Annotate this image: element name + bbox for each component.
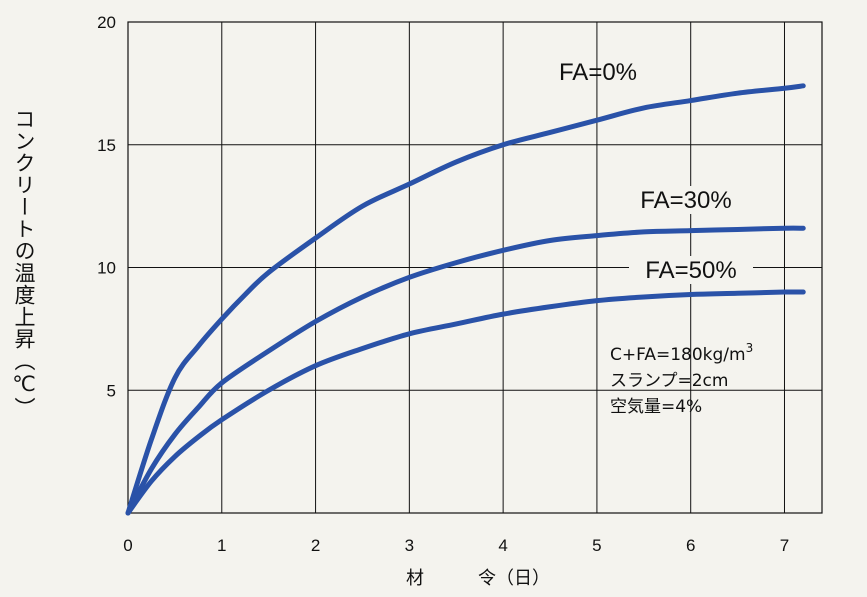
x-tick-label: 6 (686, 536, 695, 555)
x-tick-label: 0 (123, 536, 132, 555)
series-label-3: FA=50% (645, 257, 736, 284)
y-axis-title: コンクリートの温度上昇（℃） (12, 108, 36, 419)
series-line-1 (125, 83, 806, 516)
series-line-3 (125, 289, 806, 516)
y-tick-labels: 5 10 15 20 (97, 13, 116, 400)
series-label-background (629, 256, 753, 284)
x-tick-label: 5 (592, 536, 601, 555)
series-lines (125, 83, 806, 516)
x-tick-label: 1 (217, 536, 226, 555)
annotation-line-1: C+FA=180kg/m3 (610, 341, 753, 365)
x-axis-title: 材 令（日） (406, 568, 550, 589)
x-tick-label: 4 (498, 536, 507, 555)
y-tick-label: 20 (97, 13, 116, 32)
x-tick-label: 7 (780, 536, 789, 555)
annotation-line-2: スランプ=2cm (610, 371, 728, 391)
annotation-line-3: 空気量=4% (610, 397, 702, 417)
x-tick-label: 2 (311, 536, 320, 555)
series-line-2 (125, 225, 806, 516)
y-tick-label: 10 (97, 259, 116, 278)
series-label-2: FA=30% (640, 187, 731, 214)
x-tick-labels: 0 1 2 3 4 5 6 7 (123, 536, 789, 555)
series-label-background (624, 186, 748, 214)
x-tick-label: 3 (405, 536, 414, 555)
series-labels: FA=0% FA=30% FA=50% (559, 59, 753, 284)
series-label-1: FA=0% (559, 59, 637, 86)
y-tick-label: 15 (97, 136, 116, 155)
y-tick-label: 5 (107, 381, 116, 400)
